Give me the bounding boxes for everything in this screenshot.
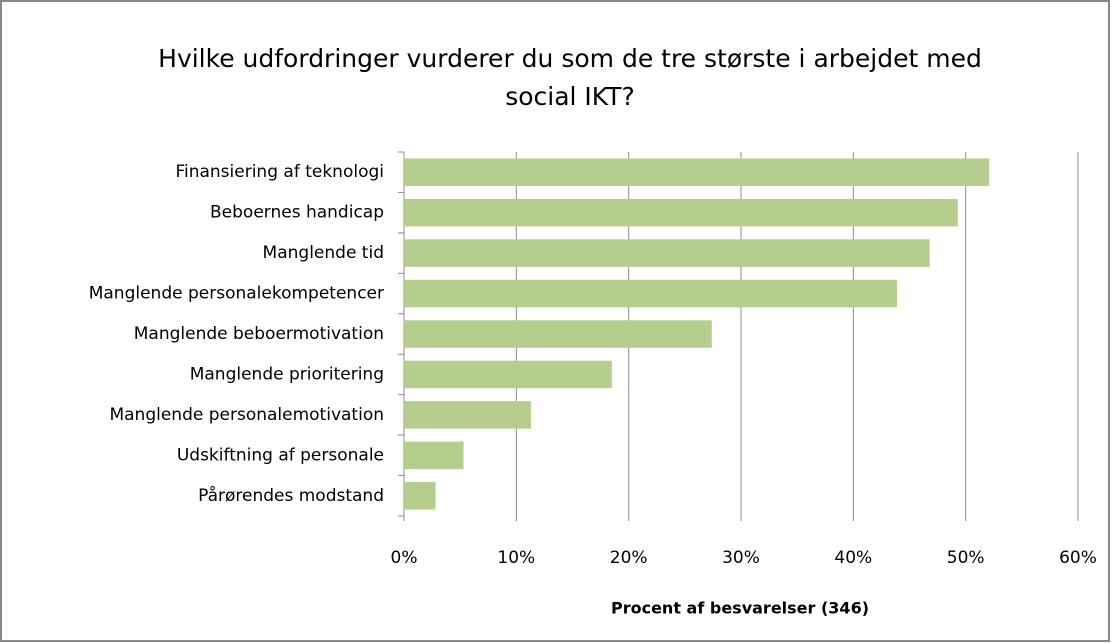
x-axis-label: Procent af besvarelser (346) bbox=[611, 599, 869, 618]
y-tick-label: Manglende personalemotivation bbox=[109, 405, 384, 425]
bar bbox=[404, 401, 531, 429]
bar bbox=[404, 158, 990, 186]
y-tick-label: Udskiftning af personale bbox=[177, 445, 384, 465]
bar bbox=[404, 360, 612, 389]
bar bbox=[404, 482, 436, 510]
y-tick-label: Manglende prioritering bbox=[190, 364, 384, 384]
bar bbox=[404, 198, 958, 227]
y-tick-label: Manglende beboermotivation bbox=[134, 324, 384, 344]
x-tick-label: 60% bbox=[1059, 548, 1097, 568]
bar bbox=[404, 320, 712, 348]
x-tick-label: 10% bbox=[497, 548, 535, 568]
x-tick-label: 20% bbox=[610, 548, 648, 568]
y-tick-label: Manglende personalekompetencer bbox=[89, 284, 384, 304]
x-tick-label: 0% bbox=[391, 548, 418, 568]
chart-title: Hvilke udfordringer vurderer du som de t… bbox=[158, 44, 982, 111]
y-tick-label: Finansiering af teknologi bbox=[175, 162, 384, 182]
bar bbox=[404, 441, 464, 470]
x-tick-label: 50% bbox=[947, 548, 985, 568]
bar bbox=[404, 279, 898, 308]
y-tick-label: Manglende tid bbox=[263, 243, 384, 263]
x-tick-label: 30% bbox=[722, 548, 760, 568]
y-tick-label: Beboernes handicap bbox=[210, 203, 384, 223]
bar bbox=[404, 239, 930, 267]
x-tick-label: 40% bbox=[834, 548, 872, 568]
y-tick-label: Pårørendes modstand bbox=[198, 485, 384, 506]
